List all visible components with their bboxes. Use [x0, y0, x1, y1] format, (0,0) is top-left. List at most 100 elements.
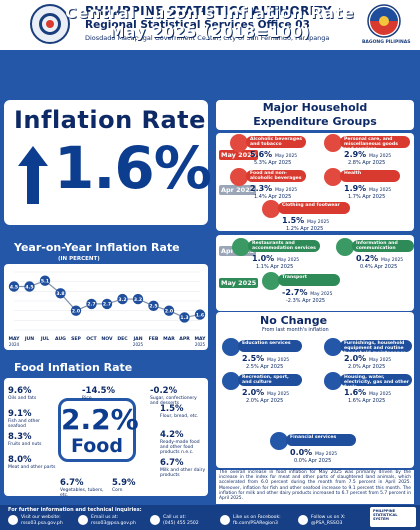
x-tick-label: MAY — [8, 336, 20, 342]
group-label: Restaurants and accommodation services — [252, 241, 316, 251]
website-value[interactable]: rsso03.psa.gov.ph — [21, 520, 63, 526]
food-item-value: 8.3% — [8, 432, 32, 442]
group-label: Financial services — [290, 435, 337, 440]
data-point — [70, 305, 82, 316]
group-label-pill — [278, 274, 340, 286]
recreation-icon — [222, 372, 240, 390]
food-item: 8.3% Fruits and nuts — [8, 432, 41, 447]
group-value-month: May 2025 — [368, 358, 392, 363]
group-previous-value: 2.5% Apr 2025 — [246, 364, 284, 370]
may-tag-rising: May 2025 — [219, 150, 259, 160]
data-point — [117, 293, 128, 305]
groups-title-box — [216, 100, 414, 130]
group-label-pill — [340, 136, 410, 148]
group-value: -2.7% — [282, 288, 311, 297]
group-label: Recreation, sport, and culture — [242, 375, 289, 385]
data-point — [194, 309, 206, 320]
email-value[interactable]: rsso03@psa.gov.ph — [91, 520, 136, 526]
header — [0, 0, 420, 50]
pss-line-1: PHILIPPINE — [373, 509, 396, 513]
health-icon — [324, 168, 342, 186]
x-tick-label: SEP — [71, 336, 81, 342]
food-center-label: Food — [71, 435, 123, 457]
may-tag-falling: May 2025 — [219, 278, 259, 288]
food-item-label: Vegetables, tubers, etc. — [60, 488, 104, 498]
group-label-pill — [238, 374, 302, 386]
group-value: 2.0% — [344, 354, 369, 363]
group-value-month: May 2025 — [274, 154, 298, 159]
group-label: Education services — [242, 341, 291, 346]
data-label: 1.3 — [180, 315, 188, 321]
group-value: 1.5% — [282, 216, 307, 225]
restaurant-icon — [232, 238, 250, 256]
data-label: 1.6 — [196, 312, 204, 318]
furnishings-icon — [324, 338, 342, 356]
food-item: 9.6% Oils and fats — [8, 386, 36, 401]
data-label: 3.2 — [134, 297, 142, 303]
nochange-title: No Change — [260, 314, 328, 327]
data-point — [179, 312, 190, 323]
food-item: 4.2% Ready-made food and other food produ… — [160, 430, 208, 455]
food-item: 6.7% Milk and other dairy products — [160, 458, 208, 478]
group-previous-value: 1.1% Apr 2025 — [256, 264, 294, 270]
group-value: 2.5% — [242, 354, 267, 363]
group-label: Alcoholic beverages and tobacco — [250, 137, 302, 147]
food-item-value: 8.0% — [8, 455, 32, 465]
food-item-value: 9.1% — [8, 409, 32, 419]
group-value-row: 2.0% May 2025 — [344, 354, 391, 363]
food-item-label: Rice — [82, 396, 92, 401]
group-value-month: May 2025 — [266, 392, 290, 397]
food-item-label: Corn — [112, 488, 123, 493]
email-label: Email us at: — [91, 515, 119, 520]
group-previous-value: 2.8% Apr 2025 — [348, 160, 386, 166]
group-value-row: 0.0% May 2025 — [290, 448, 337, 457]
group-value-row: 1.9% May 2025 — [344, 184, 391, 193]
group-label-pill — [238, 340, 302, 352]
call-label: Call us at: — [163, 515, 186, 520]
food-item-value: 9.6% — [8, 386, 32, 396]
headline-panel: Inflation Rate 1.6% — [4, 100, 212, 225]
information-communication-icon — [336, 238, 354, 256]
food-item-label: Sugar, confectionery and desserts — [150, 396, 197, 406]
food-item: 6.7% Vegetables, tubers, etc. — [60, 478, 108, 498]
data-point — [148, 300, 159, 312]
group-value: 2.9% — [344, 150, 369, 159]
x-value[interactable]: @PSA_RSSO3 — [311, 520, 343, 526]
x-icon — [298, 515, 308, 525]
group-label-pill — [340, 170, 400, 182]
food-item-value: 6.7% — [60, 478, 84, 488]
food-item: 1.5% Flour, bread, etc. — [160, 404, 198, 419]
group-label-pill — [340, 374, 412, 386]
yoy-title-bar — [2, 236, 210, 264]
x-tick-label: AUG — [55, 336, 66, 342]
website-label: Visit our website: — [21, 515, 61, 520]
call-value[interactable]: (045) 455 2502 — [163, 520, 199, 526]
education-icon — [222, 338, 240, 356]
food-item-label: Fruits and nuts — [8, 442, 42, 447]
facebook-icon — [220, 515, 230, 525]
group-value-month: May 2025 — [380, 258, 404, 263]
x-tick-label: MAY — [194, 336, 206, 342]
food-item-label: Fish and other seafood — [8, 419, 41, 429]
food-center-value: 2.2% — [61, 403, 139, 436]
group-value: 1.0% — [252, 254, 277, 263]
facebook-value[interactable]: fb.com/PSARegion3 — [233, 520, 278, 526]
group-label: Food and non-alcoholic beverages — [250, 171, 302, 181]
pss-line-2: STATISTICAL — [373, 513, 398, 517]
pss-line-3: SYSTEM — [373, 517, 389, 521]
office-address: Diosdado Macapagal Government Center, Ci… — [85, 34, 330, 42]
data-label: 4.5 — [25, 284, 33, 290]
groups-title-line1: Major Household — [262, 101, 368, 114]
food-item-value: 4.2% — [160, 430, 184, 440]
data-point — [55, 288, 66, 299]
group-value: 1.9% — [344, 184, 369, 193]
rising-groups-panel — [216, 133, 414, 231]
group-previous-value: 1.4% Apr 2025 — [254, 194, 292, 200]
group-value-row: 1.6% May 2025 — [344, 388, 391, 397]
headline-label: Inflation Rate — [14, 106, 206, 134]
group-label-pill — [340, 340, 412, 352]
chart-subtitle: (IN PERCENT) — [58, 256, 100, 262]
data-point — [163, 305, 175, 316]
footer — [0, 505, 420, 530]
food-item-value: -14.5% — [82, 386, 116, 396]
